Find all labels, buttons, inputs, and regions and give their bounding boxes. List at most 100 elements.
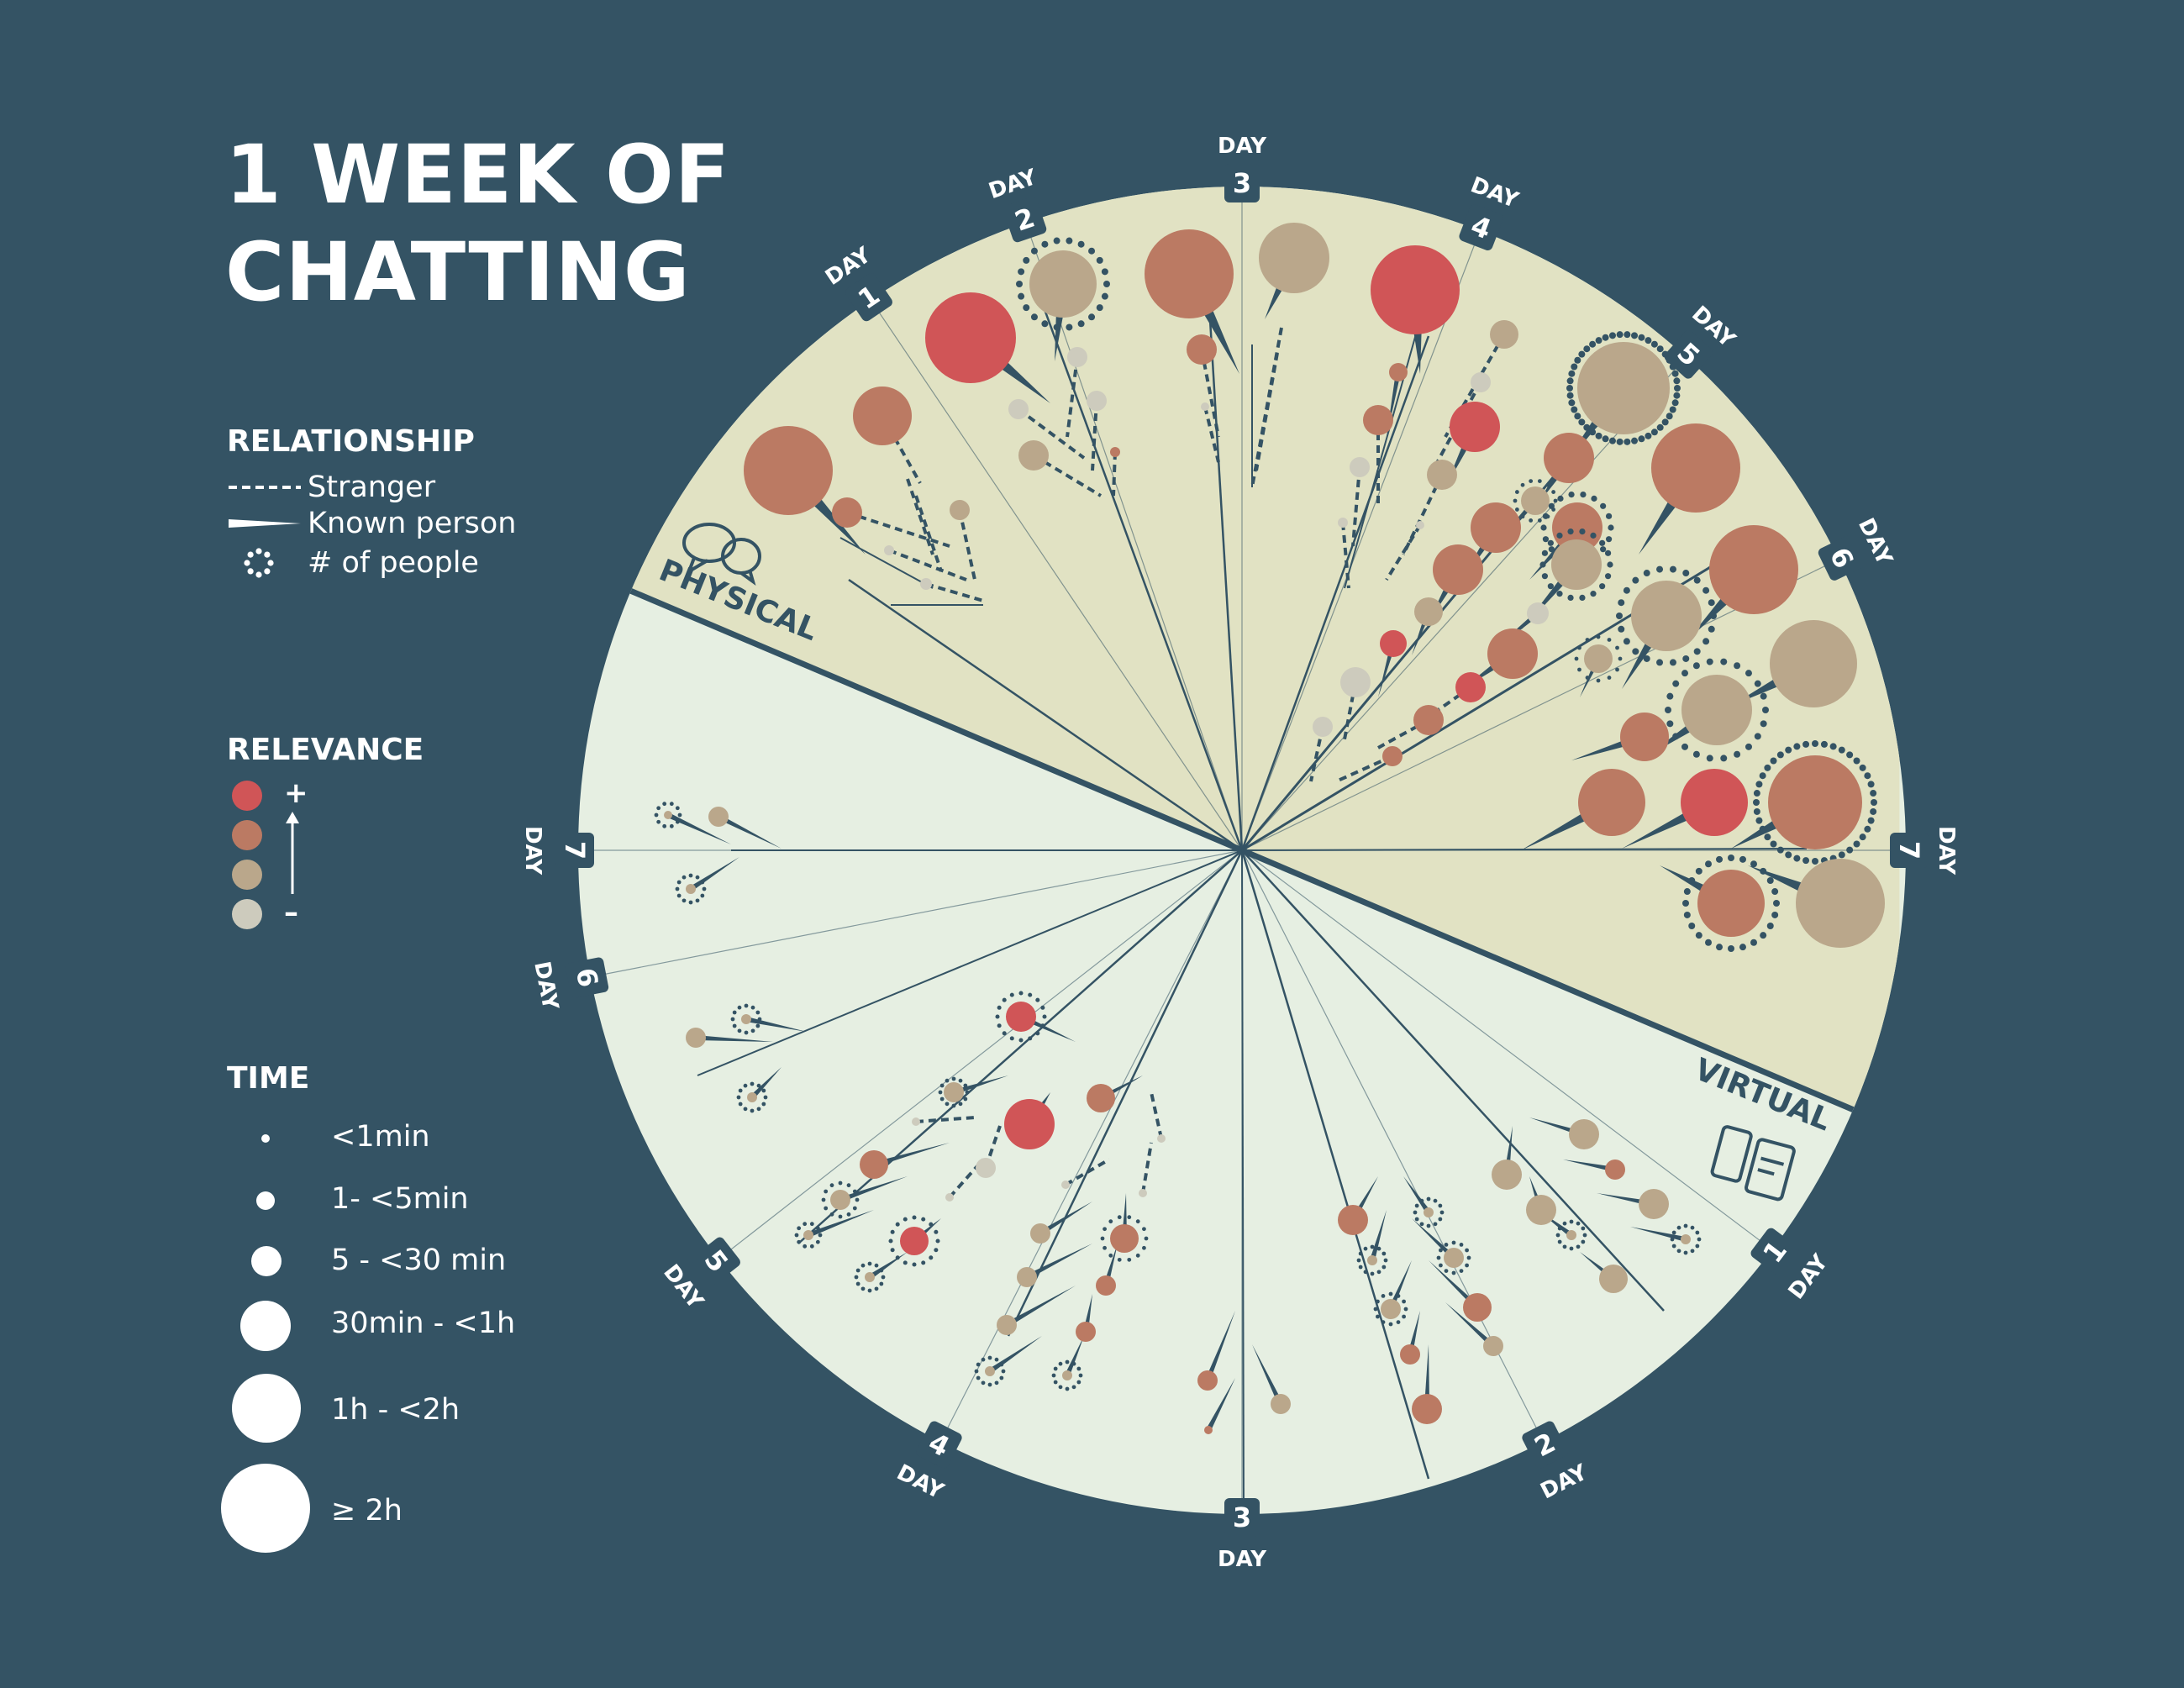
chat-bubble (1363, 405, 1393, 435)
people-ring-dot (1739, 944, 1746, 951)
people-ring-dot (1356, 1258, 1361, 1263)
day-number-box (845, 273, 892, 322)
people-ring-dot (1616, 438, 1624, 445)
people-ring-dot (1557, 1239, 1562, 1244)
people-ring-dot (1602, 435, 1609, 443)
branch-line (1241, 849, 1665, 1312)
people-ring-dot (669, 802, 674, 807)
people-ring-dot (994, 1380, 999, 1386)
ring-dot (244, 560, 250, 566)
stranger-stem (1203, 406, 1220, 463)
people-ring-dot (921, 1260, 926, 1265)
people-ring-dot (1465, 1263, 1469, 1268)
people-ring-dot (1631, 332, 1639, 339)
chat-bubble (944, 1082, 964, 1102)
people-ring-dot (761, 1102, 766, 1107)
people-ring-dot (1705, 860, 1712, 868)
people-ring-dot (1607, 676, 1612, 680)
people-ring-dot (1631, 437, 1639, 444)
chat-bubble (832, 497, 862, 528)
people-ring-dot (1127, 1215, 1132, 1220)
people-ring-dot (895, 1222, 900, 1227)
people-ring-dot (1615, 667, 1619, 672)
people-ring-dot (794, 1233, 799, 1238)
day-number-box (1522, 1421, 1568, 1469)
people-ring-dot (1135, 1253, 1140, 1258)
people-ring-dot (1690, 1225, 1695, 1230)
people-ring-dot (1681, 670, 1689, 677)
people-ring-dot (803, 1244, 808, 1249)
people-ring-dot (1759, 772, 1766, 780)
people-ring-dot (1632, 576, 1639, 584)
people-ring-dot (1035, 997, 1040, 1002)
people-ring-dot (1674, 385, 1681, 392)
chat-bubble (1062, 1370, 1072, 1380)
people-ring-dot (1018, 292, 1025, 300)
people-ring-dot (1459, 1243, 1464, 1247)
people-ring-dot (1589, 429, 1597, 436)
people-ring-dot (1693, 648, 1701, 655)
people-ring-dot (874, 1286, 879, 1291)
branch-line (848, 578, 1243, 852)
people-ring-dot (730, 1017, 735, 1022)
people-ring-dot (945, 1102, 950, 1107)
people-ring-dot (1383, 1258, 1388, 1263)
time-label-4: 30min - <1h (331, 1307, 516, 1340)
relevance-dot-mid-low (232, 860, 262, 890)
tapered-line-icon (227, 505, 319, 542)
people-ring-dot (1566, 377, 1574, 385)
people-ring-dot (1103, 1245, 1107, 1250)
day-number: 3 (1233, 1501, 1251, 1533)
people-ring-dot (1576, 1244, 1581, 1249)
branch-line (839, 537, 934, 589)
people-ring-dot (1414, 1217, 1419, 1222)
stranger-stem (1444, 334, 1506, 438)
people-ring-dot (1616, 613, 1623, 619)
people-ring-dot (700, 880, 705, 885)
people-ring-dot (1373, 1307, 1378, 1312)
ring-dot (247, 568, 254, 575)
people-ring-dot (1051, 1373, 1056, 1378)
people-ring-dot (1600, 546, 1607, 553)
people-ring-dot (1853, 757, 1860, 765)
chat-bubble (997, 1315, 1017, 1335)
people-ring-dot (1413, 1210, 1418, 1215)
people-ring-dot (929, 1222, 934, 1227)
day-spoke (1025, 222, 1243, 851)
people-ring-dot (1018, 991, 1024, 996)
branch-line (1241, 849, 1245, 1513)
relevance-dot-mid-high (232, 820, 262, 850)
people-ring-dot (1708, 625, 1715, 633)
people-ring-dot (1076, 1380, 1081, 1385)
people-ring-dot (1867, 817, 1875, 824)
people-ring-dot (1793, 743, 1801, 750)
stranger-stem (1343, 681, 1357, 740)
people-ring-dot (1690, 1249, 1695, 1254)
people-ring-dot (1764, 764, 1771, 771)
known-stem (1205, 1311, 1235, 1382)
people-ring-dot (963, 1096, 968, 1102)
people-ring-dot (1766, 877, 1774, 884)
people-ring-dot (1802, 857, 1810, 865)
people-ring-dot (1117, 1215, 1122, 1220)
branch-line (1040, 302, 1244, 851)
chat-bubble (1433, 544, 1483, 595)
people-ring-dot (1645, 432, 1652, 439)
people-ring-dot (1569, 1246, 1574, 1251)
people-ring-dot (1650, 340, 1658, 348)
people-ring-dot (1760, 932, 1767, 939)
chat-bubble (1414, 597, 1443, 626)
time-heading: TIME (227, 1061, 310, 1096)
people-ring-dot (1439, 1210, 1445, 1215)
people-ring-dot (1656, 423, 1664, 431)
people-ring-dot (809, 1222, 814, 1227)
chat-bubble (1076, 1322, 1096, 1342)
chat-bubble (1350, 457, 1370, 477)
people-ring-dot (1539, 561, 1546, 568)
relationship-heading: RELATIONSHIP (227, 424, 475, 459)
chat-bubble (985, 1366, 995, 1376)
chat-bubble (1006, 1002, 1036, 1032)
chat-bubble (1004, 1099, 1055, 1149)
people-ring-dot (903, 1260, 908, 1265)
